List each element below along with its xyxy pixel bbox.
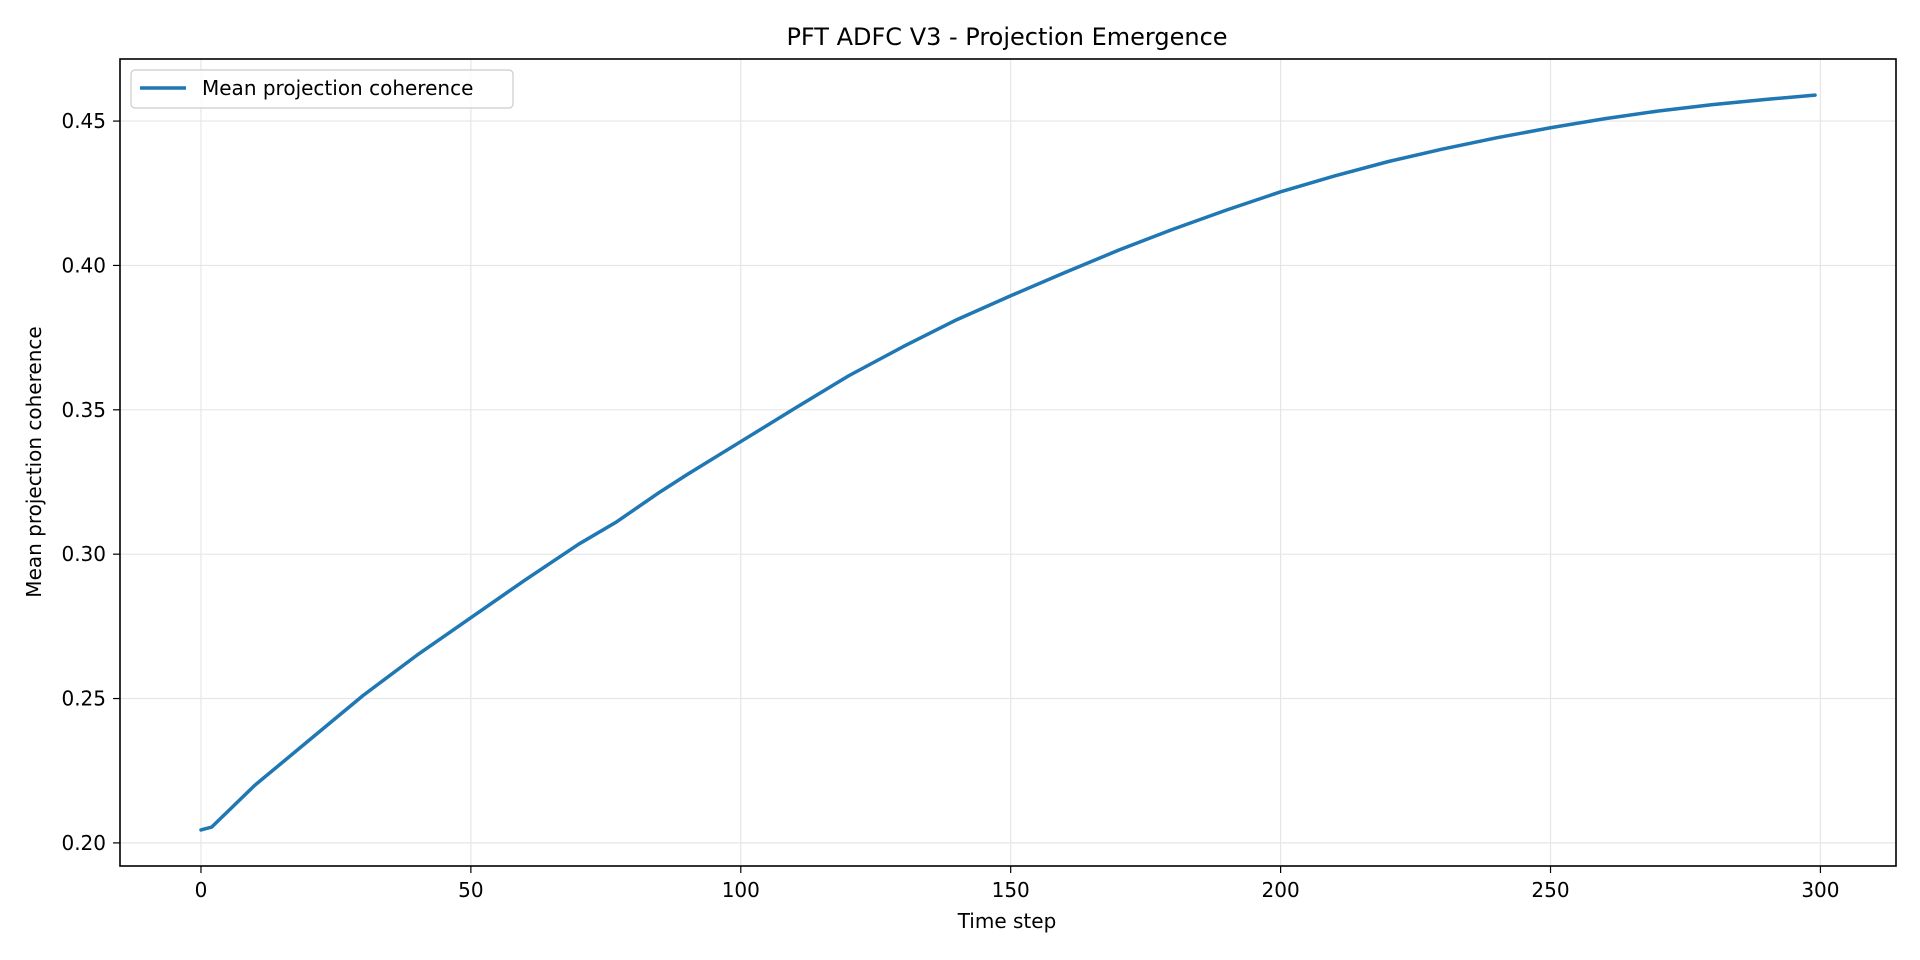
x-axis-label: Time step xyxy=(957,909,1057,933)
chart-title: PFT ADFC V3 - Projection Emergence xyxy=(786,23,1227,51)
plot-area-frame xyxy=(119,58,1897,867)
x-tick-label: 50 xyxy=(458,878,483,902)
x-tick-label: 0 xyxy=(195,878,208,902)
y-tick-label: 0.25 xyxy=(61,687,106,711)
y-tick-label: 0.30 xyxy=(61,542,106,566)
x-axis-ticks: 0 50 100 150 200 250 300 xyxy=(195,866,1840,902)
legend-label: Mean projection coherence xyxy=(202,76,473,100)
series-layer xyxy=(199,93,1817,832)
x-tick-label: 100 xyxy=(722,878,760,902)
y-tick-label: 0.20 xyxy=(61,831,106,855)
series-line xyxy=(199,93,1817,832)
y-axis-ticks: 0.20 0.25 0.30 0.35 0.40 0.45 xyxy=(61,109,120,855)
y-axis-label: Mean projection coherence xyxy=(22,326,46,597)
legend-box xyxy=(130,69,514,109)
y-tick-label: 0.35 xyxy=(61,398,106,422)
grid xyxy=(120,59,1896,866)
x-tick-label: 150 xyxy=(992,878,1030,902)
x-tick-label: 200 xyxy=(1262,878,1300,902)
legend: Mean projection coherence xyxy=(130,69,514,109)
y-tick-label: 0.40 xyxy=(61,253,106,277)
y-tick-label: 0.45 xyxy=(61,109,106,133)
x-tick-label: 300 xyxy=(1801,878,1839,902)
x-tick-label: 250 xyxy=(1531,878,1569,902)
